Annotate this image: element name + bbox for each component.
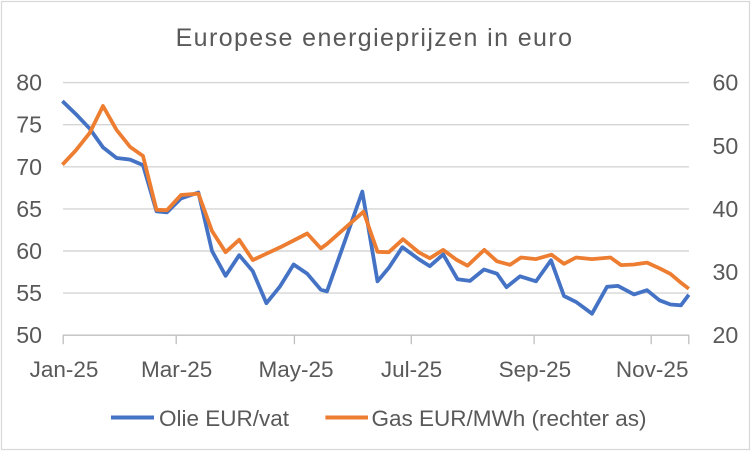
svg-text:40: 40	[713, 196, 739, 222]
svg-text:Sep-25: Sep-25	[499, 357, 572, 382]
svg-text:75: 75	[16, 112, 42, 138]
svg-text:Jan-25: Jan-25	[30, 357, 99, 382]
svg-text:Jul-25: Jul-25	[381, 357, 442, 382]
svg-text:Nov-25: Nov-25	[616, 357, 689, 382]
svg-text:Olie EUR/vat: Olie EUR/vat	[159, 406, 290, 431]
svg-text:60: 60	[16, 238, 42, 264]
svg-text:30: 30	[713, 259, 739, 285]
svg-text:50: 50	[16, 322, 42, 348]
svg-text:80: 80	[16, 70, 42, 96]
svg-text:65: 65	[16, 196, 42, 222]
svg-text:20: 20	[713, 322, 739, 348]
svg-text:50: 50	[713, 133, 739, 159]
svg-text:Mar-25: Mar-25	[141, 357, 212, 382]
svg-text:Europese energieprijzen in eur: Europese energieprijzen in euro	[176, 24, 574, 52]
svg-text:May-25: May-25	[258, 357, 333, 382]
svg-text:55: 55	[16, 280, 42, 306]
svg-text:60: 60	[713, 70, 739, 96]
svg-text:70: 70	[16, 154, 42, 180]
svg-text:Gas EUR/MWh (rechter as): Gas EUR/MWh (rechter as)	[372, 406, 647, 431]
